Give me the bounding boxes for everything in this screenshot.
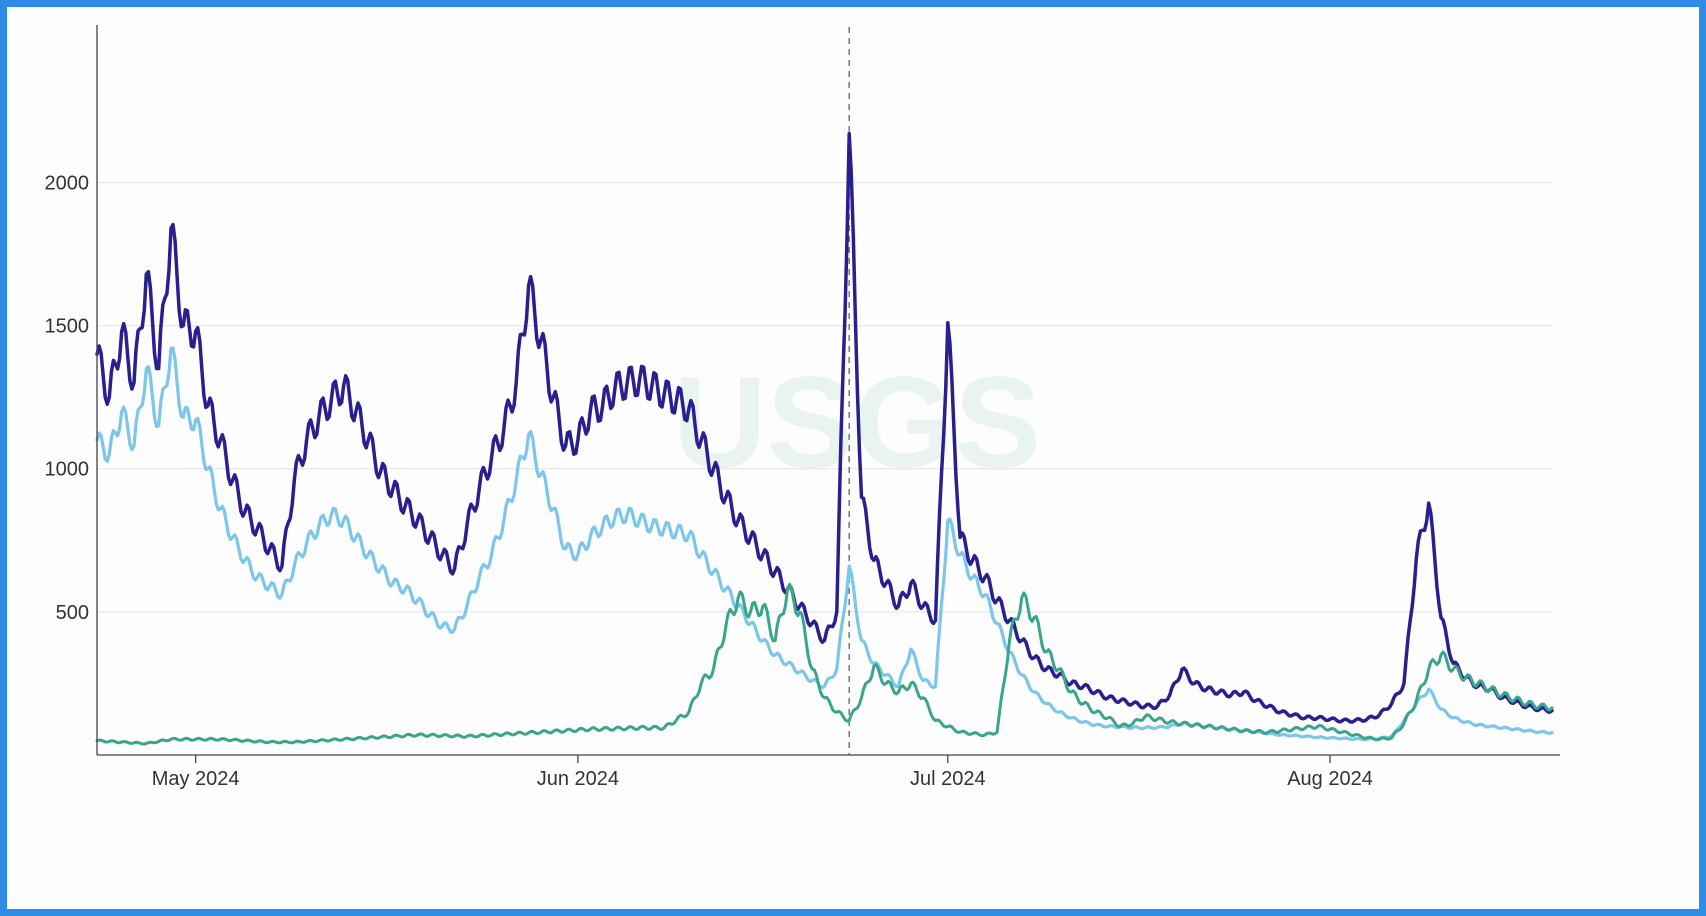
x-tick-labels: May 2024 Jun 2024 Jul 2024 Aug 2024 xyxy=(152,755,1373,790)
y-tick-label-1000: 1000 xyxy=(45,459,90,481)
series-line-3 xyxy=(95,582,1554,746)
x-tick-label-2: Jul 2024 xyxy=(910,768,986,790)
y-tick-label-2000: 2000 xyxy=(45,172,90,194)
series-line-2 xyxy=(95,346,1554,742)
x-tick-label-3: Aug 2024 xyxy=(1287,768,1373,790)
gridlines xyxy=(97,181,1552,613)
x-tick-label-0: May 2024 xyxy=(152,768,240,790)
series-line-1 xyxy=(95,132,1554,724)
x-tick-label-1: Jun 2024 xyxy=(537,768,619,790)
y-tick-label-1500: 1500 xyxy=(45,316,90,338)
y-tick-labels: 500 1000 1500 2000 xyxy=(45,172,90,623)
series-lines xyxy=(95,132,1554,746)
axes xyxy=(96,25,1560,756)
y-tick-label-500: 500 xyxy=(56,602,89,624)
